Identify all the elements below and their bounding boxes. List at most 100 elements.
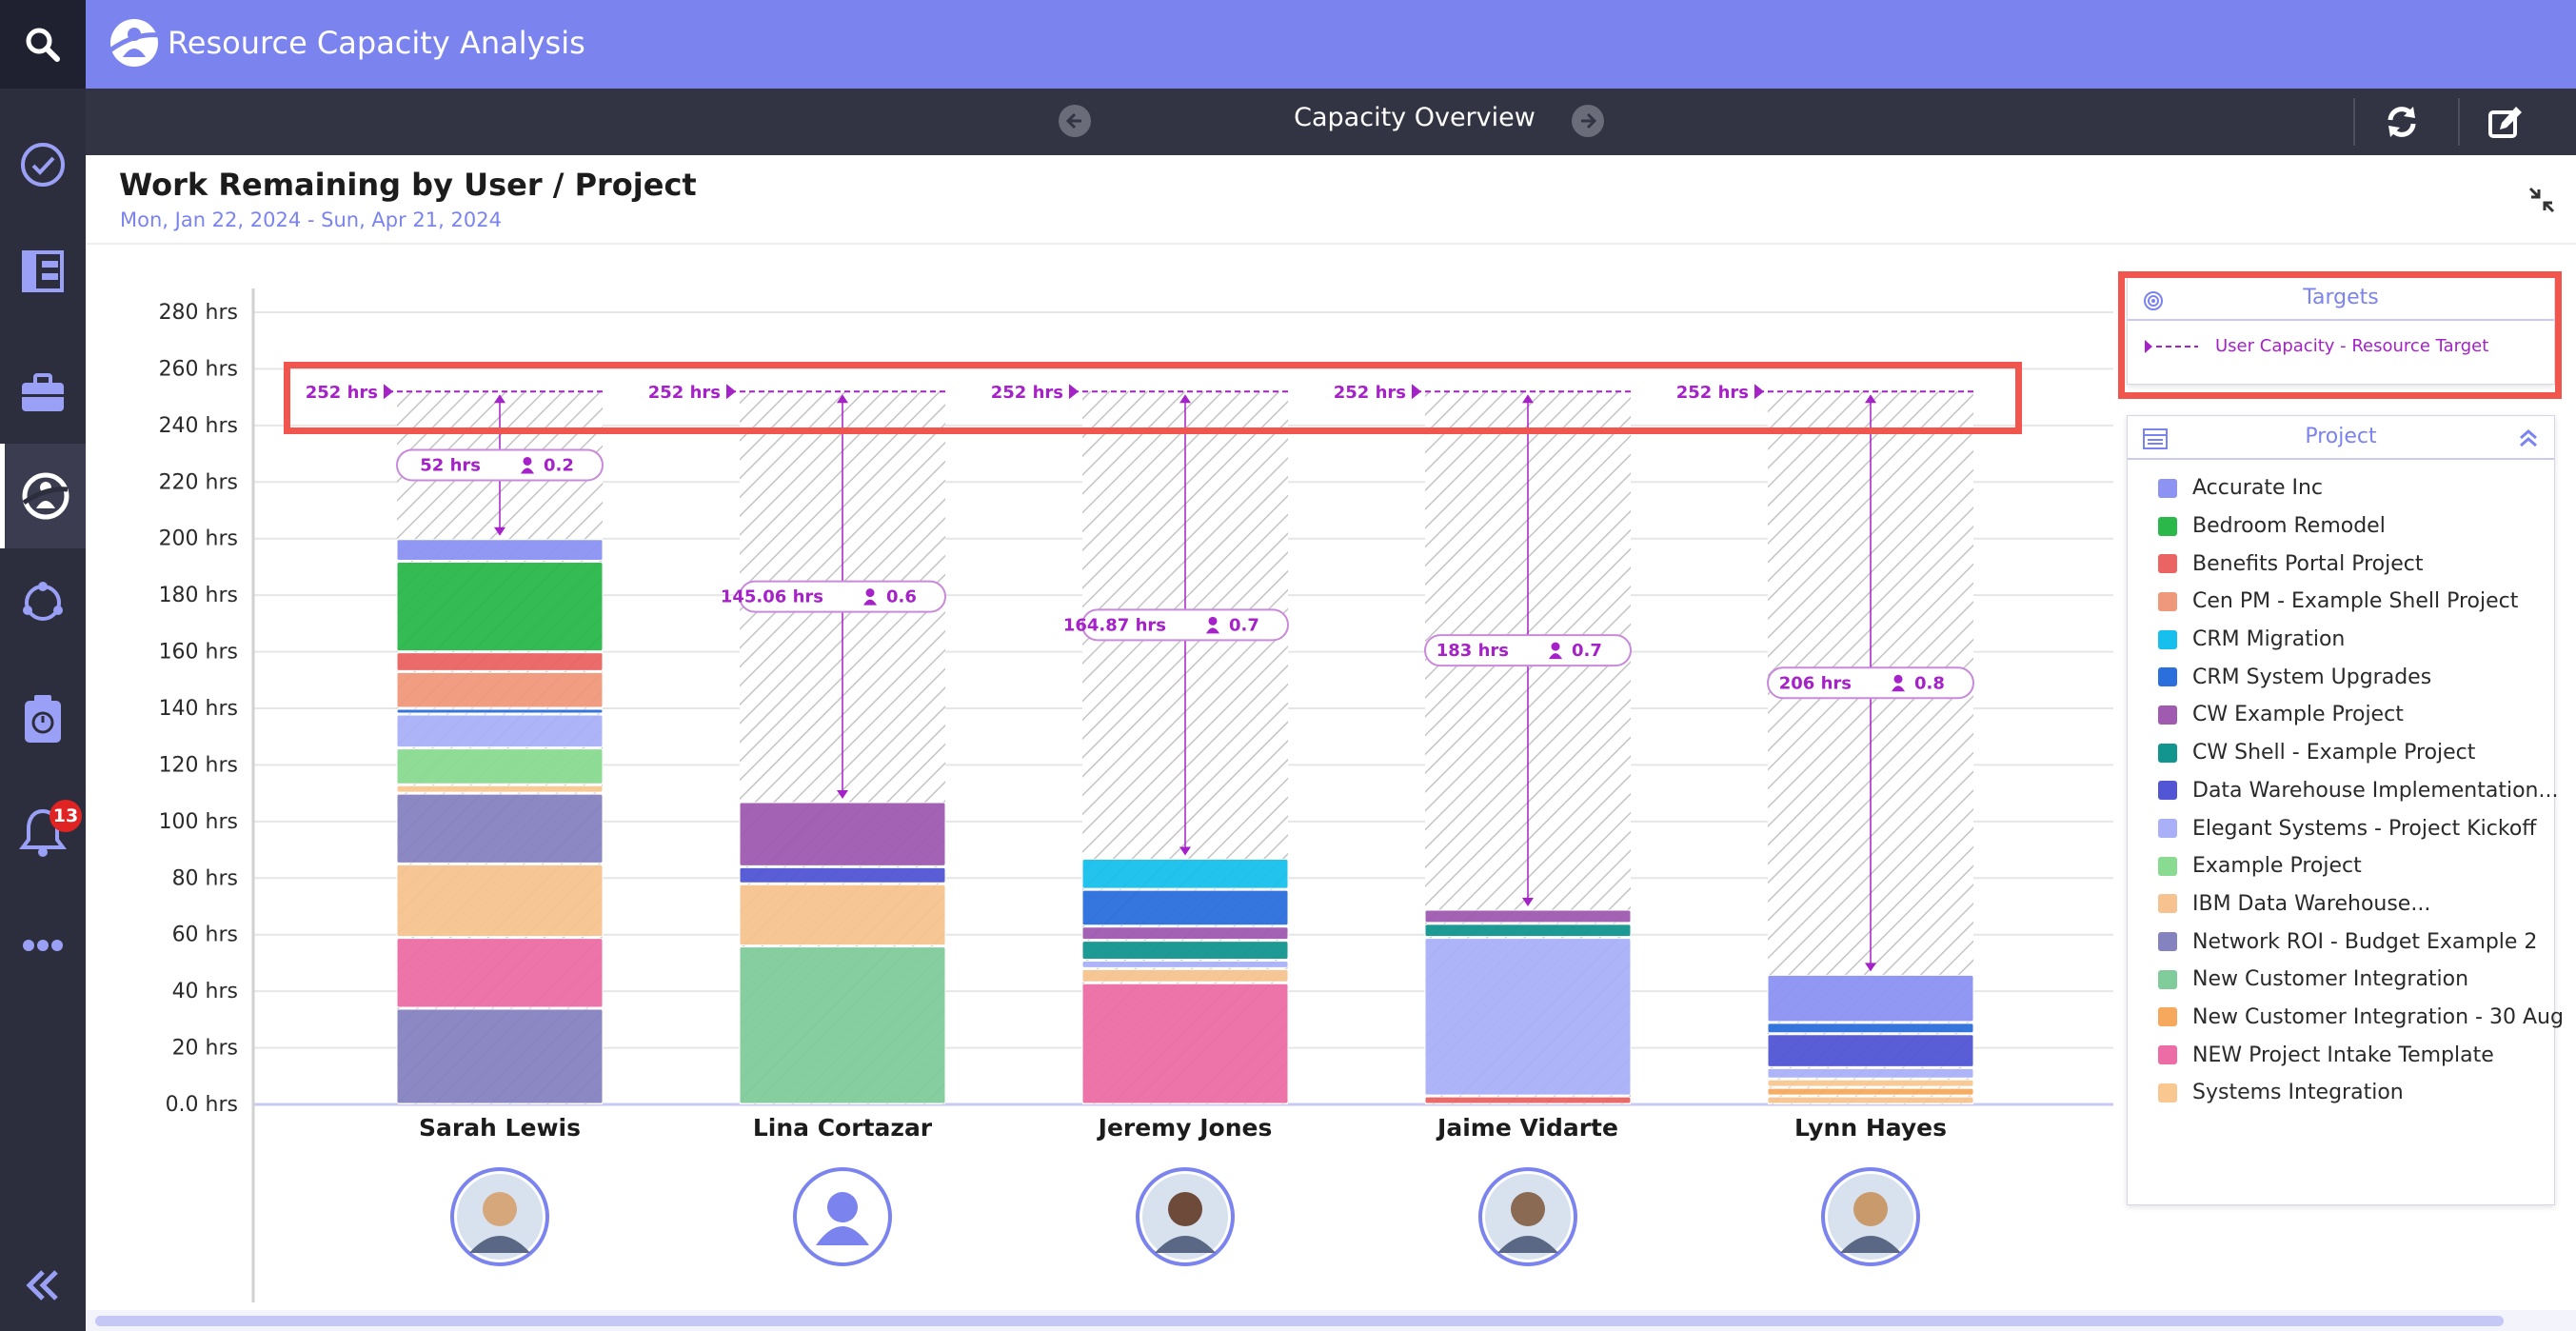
person-icon-head: [1208, 616, 1218, 626]
legend-item-project[interactable]: CRM System Upgrades: [2158, 658, 2564, 696]
person-icon-head: [523, 456, 532, 466]
legend-item-label: Bedroom Remodel: [2192, 514, 2386, 539]
legend-item-project[interactable]: CW Shell - Example Project: [2158, 734, 2564, 772]
network-icon: [23, 582, 63, 621]
person-icon-head: [1893, 674, 1903, 684]
refresh-icon: [2388, 107, 2416, 137]
y-axis-ticks: 0.0 hrs 20 hrs 40 hrs 60 hrs 80 hrs 100 hrs 12…: [159, 301, 238, 1117]
legend-item-target-label: User Capacity - Resource Target: [2215, 336, 2489, 356]
remaining-hours-label: 164.87 hrs: [1063, 615, 1166, 635]
next-view-button[interactable]: [1572, 105, 1604, 137]
nav-projects[interactable]: [0, 341, 86, 446]
legend-swatch: [2158, 705, 2177, 725]
y-tick-label: 140 hrs: [159, 697, 238, 721]
app-title: Resource Capacity Analysis: [168, 25, 585, 61]
person-icon-head: [865, 588, 875, 598]
avatar-photo-body: [1840, 1236, 1901, 1253]
notification-badge: 13: [50, 800, 82, 832]
remaining-arrow-up: [837, 394, 848, 404]
legend-swatch: [2158, 516, 2177, 536]
bar-segment: [396, 708, 604, 714]
minimize-panel-button[interactable]: [2527, 186, 2556, 218]
search-button[interactable]: [0, 0, 86, 89]
legend-item-project[interactable]: New Customer Integration - 30 Aug: [2158, 999, 2564, 1037]
legend-item-project[interactable]: New Customer Integration: [2158, 961, 2564, 999]
bar-segment: [1767, 1087, 1974, 1096]
legend-item-project[interactable]: Benefits Portal Project: [2158, 545, 2564, 583]
bar-segment: [739, 802, 946, 866]
bar-segment: [1081, 858, 1289, 889]
bar-segment: [396, 652, 604, 671]
legend-item-project[interactable]: Data Warehouse Implementation...: [2158, 772, 2564, 810]
bar-segment: [396, 539, 604, 561]
remaining-pill: [1767, 666, 1974, 700]
y-tick-label: 200 hrs: [159, 527, 238, 551]
nav-tasks[interactable]: [0, 112, 86, 217]
y-tick-label: 240 hrs: [159, 414, 238, 438]
legend-item-project[interactable]: Systems Integration: [2158, 1074, 2564, 1112]
legend-item-project[interactable]: CW Example Project: [2158, 696, 2564, 734]
avatar-photo-face: [1511, 1192, 1545, 1226]
list-icon: [2143, 428, 2168, 449]
target-value-label: 252 hrs: [648, 383, 721, 403]
panel-divider: [86, 243, 2576, 245]
arrow-right-icon: [1581, 112, 1597, 129]
toolbar-separator: [2353, 98, 2355, 146]
bar-segment: [1081, 968, 1289, 983]
legend-swatch: [2158, 1045, 2177, 1065]
edit-button[interactable]: [2485, 102, 2526, 142]
nav-resource-capacity[interactable]: [0, 444, 86, 548]
legend-item-project[interactable]: Example Project: [2158, 847, 2564, 885]
legend-swatch: [2158, 819, 2177, 839]
legend-swatch: [2158, 781, 2177, 801]
refresh-button[interactable]: [2382, 102, 2422, 142]
legend-item-project[interactable]: Elegant Systems - Project Kickoff: [2158, 809, 2564, 847]
y-tick-label: 220 hrs: [159, 470, 238, 494]
y-tick-label: 0.0 hrs: [166, 1093, 238, 1117]
y-tick-label: 160 hrs: [159, 641, 238, 665]
legend-item-project[interactable]: Accurate Inc: [2158, 469, 2564, 507]
legend-item-label: Elegant Systems - Project Kickoff: [2192, 816, 2537, 841]
nav-notifications[interactable]: [0, 781, 86, 885]
horizontal-scrollbar-thumb[interactable]: [95, 1316, 2504, 1326]
legend-swatch: [2158, 478, 2177, 498]
person-icon: [521, 456, 534, 474]
check-circle-icon: [21, 143, 65, 187]
nav-timesheets[interactable]: [0, 666, 86, 771]
legend-item-target[interactable]: User Capacity - Resource Target: [2145, 336, 2488, 356]
chart-labels: 252 hrs 52 hrs 0.2 Sarah Lewis 252 hrs 145.06…: [306, 383, 1974, 1266]
nav-network[interactable]: [0, 550, 86, 655]
legend-item-label: Benefits Portal Project: [2192, 551, 2424, 576]
collapse-nav-button[interactable]: [0, 1240, 86, 1331]
y-tick-label: 100 hrs: [159, 810, 238, 834]
target-marker: [1754, 384, 1764, 400]
legend-item-project[interactable]: IBM Data Warehouse...: [2158, 885, 2564, 924]
panel-title: Work Remaining by User / Project: [119, 167, 697, 203]
bar-segment: [1767, 1079, 1974, 1087]
remaining-fte-label: 0.8: [1914, 673, 1945, 693]
project-legend-list: Accurate Inc Bedroom Remodel Benefits Port…: [2158, 469, 2564, 1112]
remaining-arrow-down: [494, 526, 505, 536]
x-category-label: Lina Cortazar: [753, 1114, 933, 1142]
legend-item-label: New Customer Integration - 30 Aug: [2192, 1004, 2564, 1029]
legend-item-project[interactable]: Bedroom Remodel: [2158, 507, 2564, 546]
legend-item-project[interactable]: CRM Migration: [2158, 621, 2564, 659]
app-header: Resource Capacity Analysis: [86, 0, 2576, 89]
y-tick-label: 40 hrs: [172, 980, 238, 1003]
y-tick-label: 60 hrs: [172, 924, 238, 947]
legend-item-project[interactable]: Cen PM - Example Shell Project: [2158, 583, 2564, 621]
double-chevron-up-icon[interactable]: [2518, 427, 2539, 448]
remaining-fte-label: 0.6: [886, 587, 917, 607]
remaining-arrow-up: [1179, 394, 1191, 404]
remaining-pill: [1081, 608, 1289, 642]
target-marker: [726, 384, 736, 400]
bar-segment: [1081, 889, 1289, 926]
previous-view-button[interactable]: [1059, 105, 1091, 137]
bar-segment: [396, 714, 604, 748]
nav-boards[interactable]: [0, 219, 86, 324]
nav-more[interactable]: [0, 893, 86, 998]
remaining-hours-label: 206 hrs: [1779, 673, 1852, 693]
legend-item-label: Network ROI - Budget Example 2: [2192, 929, 2538, 954]
legend-item-project[interactable]: NEW Project Intake Template: [2158, 1036, 2564, 1074]
legend-item-project[interactable]: Network ROI - Budget Example 2: [2158, 923, 2564, 961]
